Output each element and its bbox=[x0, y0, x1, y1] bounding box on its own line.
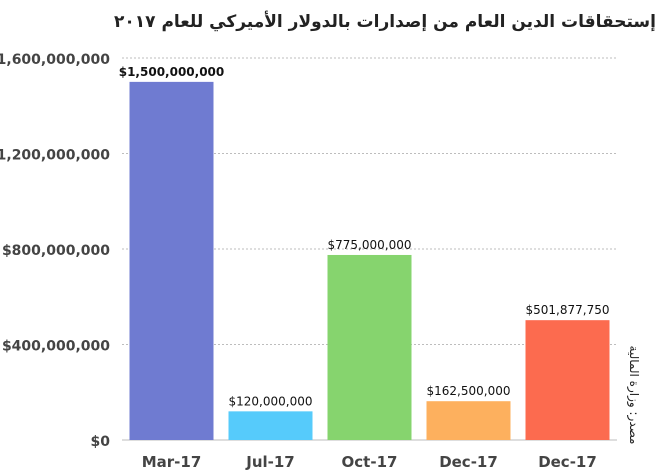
bar bbox=[525, 320, 610, 440]
y-tick-label: $400,000,000 bbox=[2, 339, 110, 355]
bar bbox=[129, 81, 214, 440]
bar bbox=[228, 411, 313, 440]
bar-value-label: $501,877,750 bbox=[526, 303, 610, 317]
x-tick-label: Mar-17 bbox=[142, 453, 202, 471]
bar bbox=[426, 401, 511, 440]
bar-value-label: $1,500,000,000 bbox=[119, 65, 225, 79]
bar-value-label: $162,500,000 bbox=[427, 384, 511, 398]
y-tick-label: $0 bbox=[91, 434, 111, 450]
x-tick-label: Oct-17 bbox=[342, 453, 398, 471]
chart-title: إستحقاقات الدين العام من إصدارات بالدولا… bbox=[114, 11, 656, 32]
x-axis: Mar-17 Jul-17 Oct-17 Dec-17 Dec-17 bbox=[142, 453, 597, 471]
bar-value-label: $120,000,000 bbox=[229, 394, 313, 408]
side-note: مصدر: وزارة المالية bbox=[626, 346, 641, 445]
x-tick-label: Dec-17 bbox=[538, 453, 597, 471]
x-tick-label: Jul-17 bbox=[245, 453, 295, 471]
bar bbox=[327, 254, 412, 440]
y-tick-label: $1,600,000,000 bbox=[0, 52, 110, 68]
data-labels: $1,500,000,000 $120,000,000 $775,000,000 $1… bbox=[119, 65, 610, 408]
y-axis: $0 $400,000,000 $800,000,000 $1,200,000,000… bbox=[0, 52, 110, 450]
y-tick-label: $800,000,000 bbox=[2, 243, 110, 259]
bars bbox=[129, 81, 610, 440]
x-tick-label: Dec-17 bbox=[439, 453, 498, 471]
y-tick-label: $1,200,000,000 bbox=[0, 148, 110, 164]
bar-value-label: $775,000,000 bbox=[328, 238, 412, 252]
